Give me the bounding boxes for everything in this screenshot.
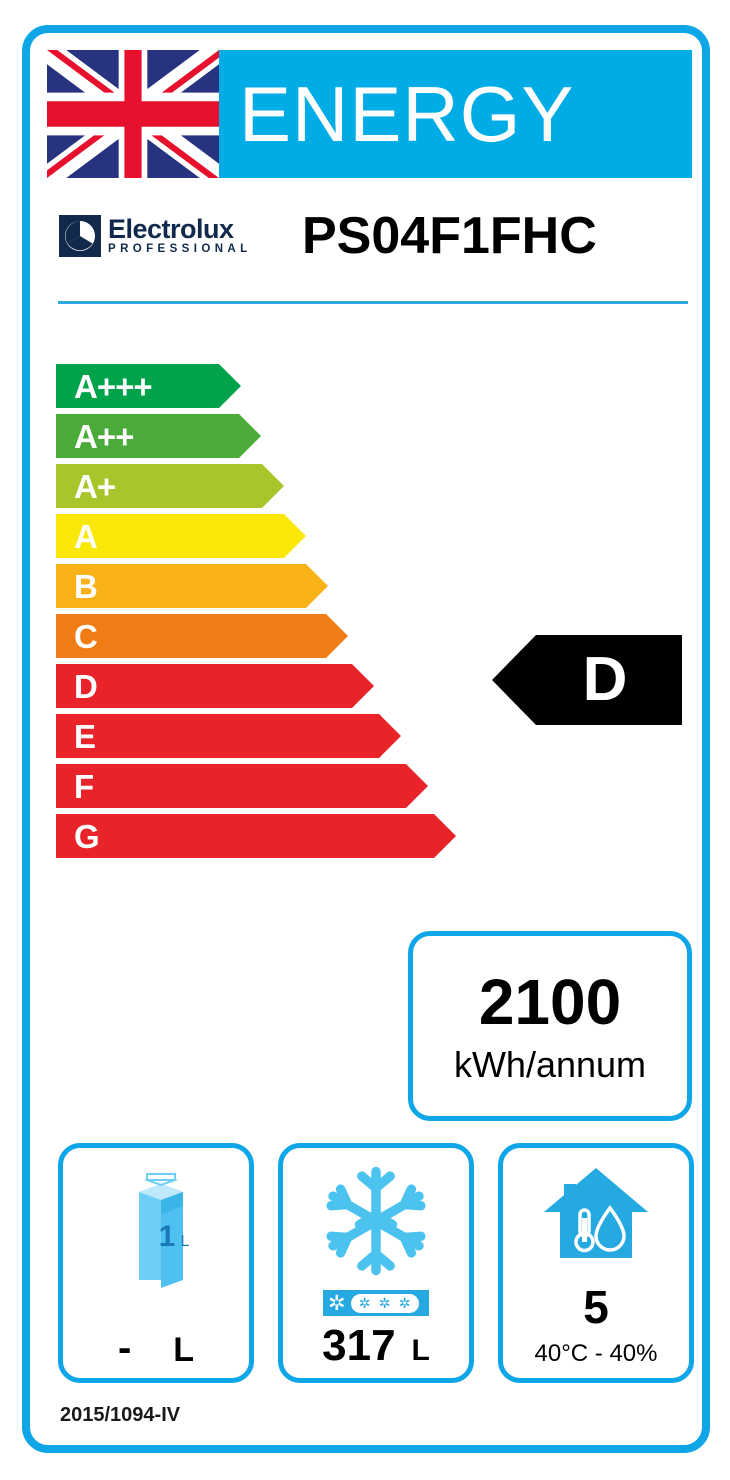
band-arrow [56, 364, 241, 408]
energy-class-label: A+ [74, 467, 116, 505]
freezer-capacity-box: ✲ ✲ ✲ ✲ 317 L [278, 1143, 474, 1383]
star-single: ✲ [328, 1291, 346, 1315]
band-arrow [56, 664, 374, 708]
snowflake-icon [283, 1162, 469, 1280]
four-star-rating-icon: ✲ ✲ ✲ ✲ [323, 1290, 429, 1316]
consumption-value: 2100 [478, 965, 622, 1038]
brand-row: Electrolux PROFESSIONAL PS04F1FHC [47, 188, 692, 283]
electrolux-mark-icon [59, 214, 101, 257]
energy-rating-badge: D [492, 635, 682, 725]
thermometer-icon [574, 1208, 595, 1253]
freezer-capacity-unit: L [411, 1334, 430, 1367]
energy-class-label: A++ [74, 417, 134, 455]
energy-class-label: E [74, 717, 96, 755]
freezer-capacity-footer: 317 L [283, 1324, 469, 1368]
star-1: ✲ [358, 1295, 371, 1311]
energy-class-band-F: F [56, 764, 486, 808]
energy-title-band: ENERGY [219, 50, 692, 178]
band-arrow [56, 514, 306, 558]
energy-class-label: B [74, 567, 98, 605]
carton-volume-text: 1 [159, 1220, 176, 1253]
freezer-capacity-value: 317 [322, 1321, 396, 1370]
energy-class-scale: A+++ A++ A+ A B C D E F G [56, 364, 486, 864]
page-title: ENERGY [239, 70, 575, 158]
logo-sub-text: PROFESSIONAL [108, 242, 252, 255]
energy-class-band-Aplusplus: A++ [56, 414, 486, 458]
energy-class-label: D [74, 667, 98, 705]
star-3: ✲ [398, 1295, 411, 1311]
house-climate-icon [503, 1162, 689, 1264]
fridge-capacity-box: 1 L - L [58, 1143, 254, 1383]
climate-range-text: 40°C - 40% [534, 1340, 658, 1367]
energy-class-label: F [74, 767, 94, 805]
energy-class-label: A+++ [74, 367, 153, 405]
band-arrow [56, 614, 348, 658]
energy-class-band-B: B [56, 564, 486, 608]
energy-class-band-C: C [56, 614, 486, 658]
model-name: PS04F1FHC [302, 206, 597, 265]
energy-label: ENERGY Electrolux PROFESSIONAL PS04F1FHC [22, 25, 710, 1453]
star-pill: ✲ ✲ ✲ [350, 1293, 419, 1313]
energy-rating-letter: D [582, 645, 628, 714]
band-arrow [56, 564, 328, 608]
energy-class-label: C [74, 617, 98, 655]
energy-class-band-Aplus: A+ [56, 464, 486, 508]
band-arrow [56, 814, 456, 858]
energy-class-band-G: G [56, 814, 486, 858]
regulation-reference: 2015/1094-IV [60, 1404, 181, 1426]
water-droplet-icon [594, 1205, 626, 1252]
fridge-capacity-footer: - L [63, 1328, 249, 1368]
header-divider [58, 301, 688, 304]
electrolux-logo-icon: Electrolux PROFESSIONAL [59, 213, 252, 257]
energy-class-label: G [74, 817, 100, 855]
band-arrow [56, 764, 428, 808]
energy-class-band-E: E [56, 714, 486, 758]
energy-class-band-Aplusplusplus: A+++ [56, 364, 486, 408]
carton-unit-text: L [181, 1233, 190, 1250]
uk-flag-icon [47, 50, 219, 178]
energy-class-label: A [74, 517, 98, 555]
band-arrow [56, 714, 401, 758]
climate-class-box: 5 40°C - 40% [498, 1143, 694, 1383]
energy-class-band-A: A [56, 514, 486, 558]
annual-consumption-box: 2100 kWh/annum [408, 931, 692, 1121]
energy-class-band-D: D [56, 664, 486, 708]
climate-class-value: 5 [583, 1281, 609, 1333]
logo-brand-text: Electrolux [108, 213, 234, 244]
consumption-unit: kWh/annum [453, 1043, 647, 1085]
label-header: ENERGY [47, 50, 692, 178]
star-2: ✲ [378, 1295, 391, 1311]
fridge-capacity-value: - [117, 1326, 132, 1370]
band-arrow [56, 414, 261, 458]
capacity-row: 1 L - L [58, 1143, 694, 1383]
milk-carton-icon: 1 L [63, 1162, 249, 1292]
fridge-capacity-unit: L [173, 1331, 195, 1369]
band-arrow [56, 464, 284, 508]
